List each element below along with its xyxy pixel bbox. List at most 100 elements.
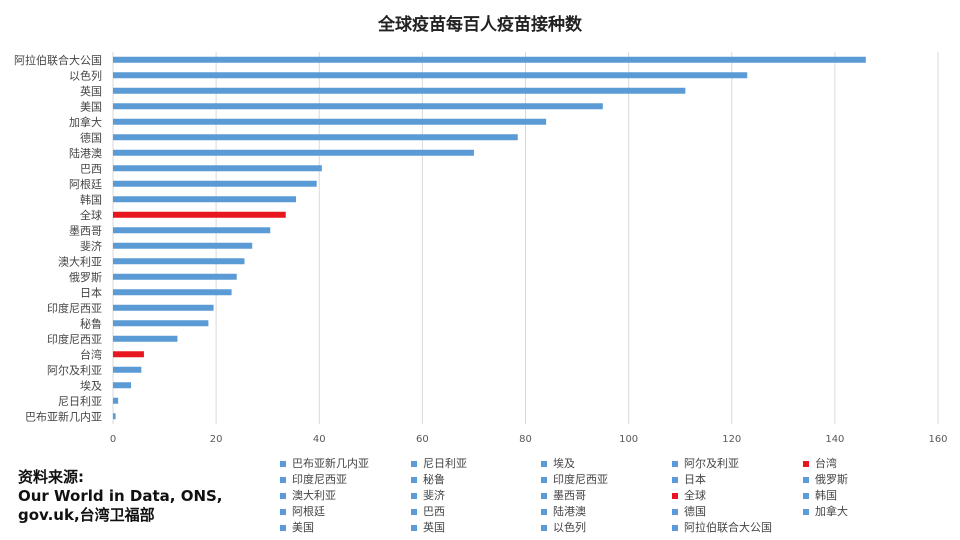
category-label: 印度尼西亚: [47, 332, 102, 346]
legend-swatch: [672, 509, 678, 515]
bar: [113, 258, 245, 265]
legend-label: 巴西: [423, 505, 445, 518]
bar: [113, 118, 547, 125]
category-label: 俄罗斯: [69, 271, 102, 284]
bars: [113, 56, 866, 420]
legend-swatch: [803, 461, 809, 467]
legend-swatch: [672, 477, 678, 483]
legend-label: 俄罗斯: [815, 473, 848, 486]
bar: [113, 242, 253, 249]
legend-label: 阿根廷: [292, 504, 325, 518]
category-label: 尼日利亚: [58, 395, 102, 408]
category-label: 埃及: [80, 378, 102, 392]
legend-label: 美国: [292, 521, 314, 534]
legend-swatch: [803, 493, 809, 499]
legend-label: 英国: [423, 520, 445, 534]
x-tick-label: 100: [619, 434, 638, 445]
bar: [113, 196, 297, 203]
legend-swatch: [411, 493, 417, 499]
category-label: 英国: [80, 84, 102, 98]
legend-label: 埃及: [553, 456, 575, 470]
category-label: 韩国: [80, 192, 102, 206]
legend-swatch: [280, 509, 286, 515]
bar: [113, 72, 748, 79]
legend-swatch: [541, 509, 547, 515]
legend-swatch: [280, 493, 286, 499]
x-tick-label: 40: [313, 434, 326, 445]
source-note: 资料来源: Our World in Data, ONS, gov.uk,台湾卫…: [18, 468, 223, 525]
category-label: 巴布亚新几内亚: [25, 409, 102, 423]
bar: [113, 366, 142, 373]
legend-label: 日本: [684, 472, 706, 486]
legend-label: 阿拉伯联合大公国: [684, 520, 772, 534]
category-labels: 阿拉伯联合大公国以色列英国美国加拿大德国陆港澳巴西阿根廷韩国全球墨西哥斐济澳大利…: [14, 53, 102, 424]
category-label: 全球: [80, 208, 102, 222]
bar: [113, 165, 322, 172]
legend-label: 韩国: [815, 488, 837, 502]
gridlines: [112, 52, 939, 424]
category-label: 墨西哥: [69, 224, 102, 237]
x-tick-label: 60: [416, 434, 429, 445]
legend-label: 陆港澳: [553, 504, 586, 518]
category-label: 印度尼西亚: [47, 301, 102, 315]
x-tick-label: 140: [825, 434, 844, 445]
legend-label: 以色列: [553, 520, 586, 534]
legend-label: 加拿大: [815, 504, 848, 518]
legend-swatch: [803, 509, 809, 515]
source-line-1: 资料来源:: [18, 468, 84, 486]
x-tick-labels: 0 20 40 60 80 100 120 140 160: [110, 434, 948, 445]
category-label: 秘鲁: [80, 316, 102, 330]
legend-label: 印度尼西亚: [292, 472, 347, 486]
legend-label: 秘鲁: [423, 472, 445, 486]
bar: [113, 211, 286, 218]
legend-label: 阿尔及利亚: [684, 457, 739, 470]
x-tick-label: 160: [928, 434, 947, 445]
legend-label: 墨西哥: [553, 489, 586, 502]
legend-swatch: [672, 461, 678, 467]
legend-swatch: [541, 477, 547, 483]
bar: [113, 273, 237, 280]
legend-label: 德国: [684, 504, 706, 518]
legend-label: 印度尼西亚: [553, 472, 608, 486]
bar: [113, 304, 214, 311]
category-label: 德国: [80, 130, 102, 144]
bar: [113, 413, 116, 420]
source-line-3: gov.uk,台湾卫福部: [18, 506, 155, 524]
category-label: 阿拉伯联合大公国: [14, 53, 102, 67]
category-label: 陆港澳: [69, 146, 102, 160]
category-label: 阿尔及利亚: [47, 364, 102, 377]
legend-swatch: [803, 477, 809, 483]
bar: [113, 227, 271, 234]
category-label: 澳大利亚: [58, 254, 102, 268]
bar: [113, 320, 209, 327]
legend-swatch: [411, 461, 417, 467]
legend-swatch: [411, 525, 417, 531]
source-line-2: Our World in Data, ONS,: [18, 487, 223, 505]
category-label: 斐济: [80, 239, 102, 253]
x-tick-label: 20: [210, 434, 223, 445]
bar: [113, 149, 474, 156]
legend-label: 尼日利亚: [423, 457, 467, 470]
category-label: 加拿大: [69, 115, 102, 129]
chart-title: 全球疫苗每百人疫苗接种数: [377, 14, 583, 35]
legend-swatch: [541, 461, 547, 467]
legend-swatch: [411, 477, 417, 483]
bar: [113, 397, 119, 404]
legend-swatch: [541, 525, 547, 531]
category-label: 台湾: [80, 347, 102, 361]
bar: [113, 134, 518, 141]
x-tick-label: 80: [519, 434, 532, 445]
bar: [113, 335, 178, 342]
legend-swatch: [411, 509, 417, 515]
legend-swatch: [280, 525, 286, 531]
legend-swatch: [672, 493, 678, 499]
category-label: 美国: [80, 100, 102, 113]
legend-label: 全球: [684, 488, 706, 502]
bar: [113, 382, 132, 389]
category-label: 日本: [80, 285, 102, 299]
legend-swatch: [672, 525, 678, 531]
x-tick-label: 120: [722, 434, 741, 445]
bar: [113, 87, 686, 94]
